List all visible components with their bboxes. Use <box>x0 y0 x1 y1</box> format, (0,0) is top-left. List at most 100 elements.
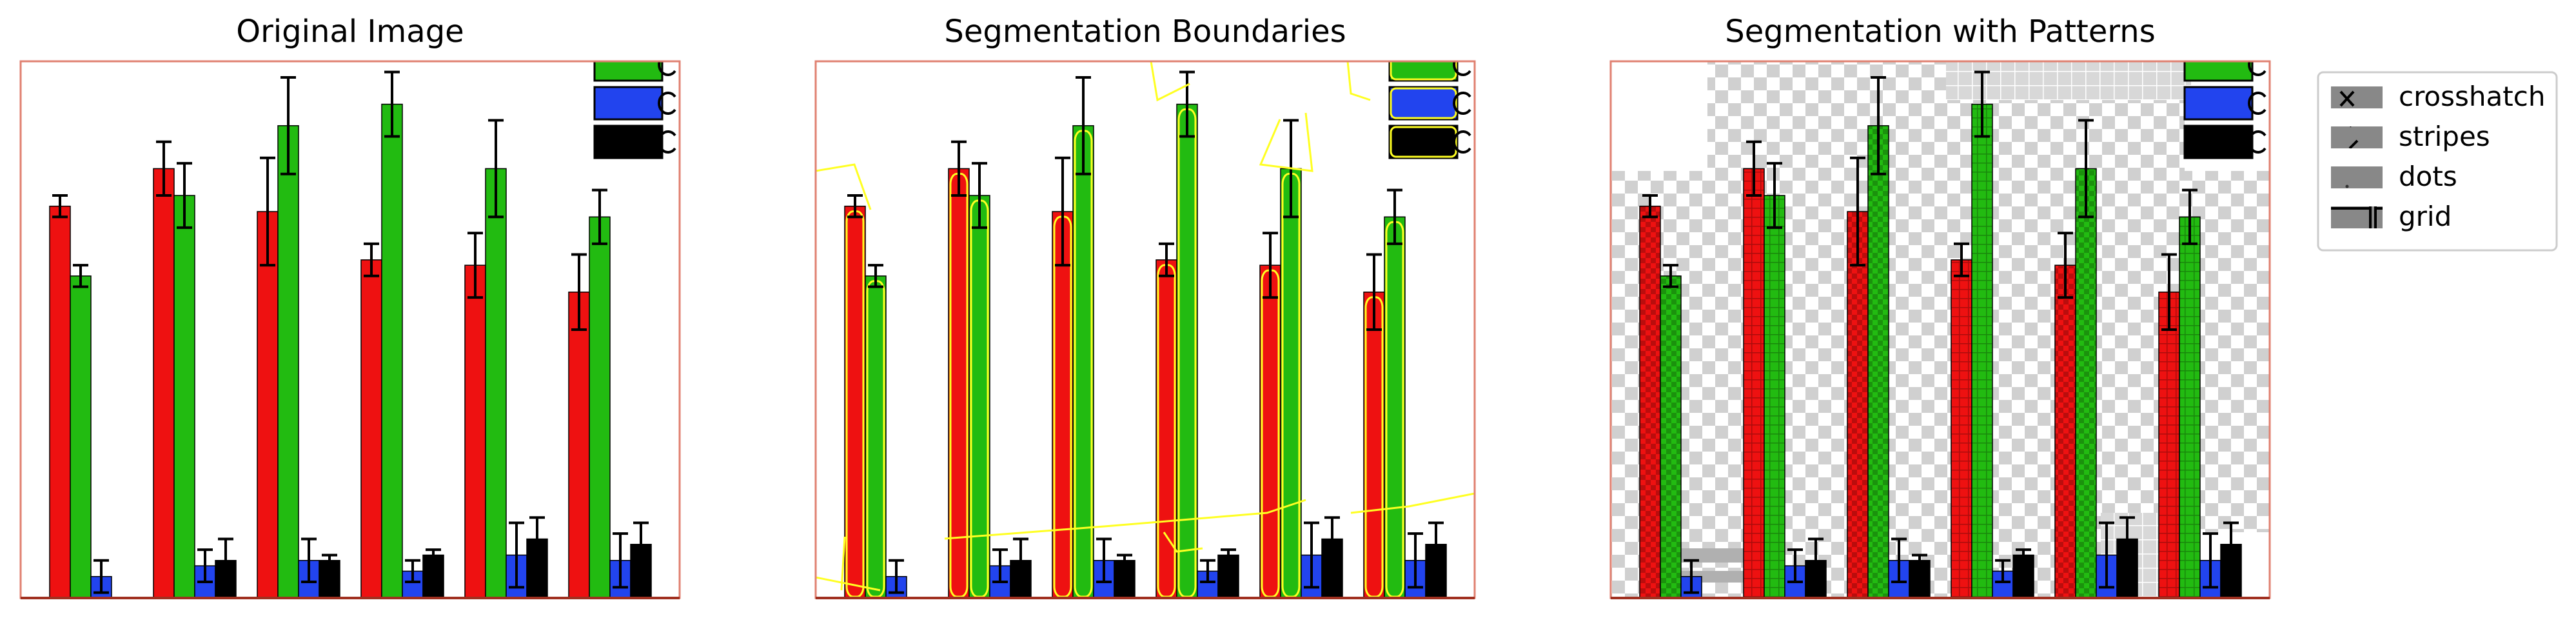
bar-red-4 <box>360 259 382 598</box>
bar-pattern <box>2179 217 2200 598</box>
segment-boundary <box>1390 87 1457 119</box>
segment-boundary <box>1150 61 1190 102</box>
bar-pattern <box>1640 206 1660 598</box>
panel-1: Original Image <box>19 14 681 599</box>
bar-green-4 <box>381 103 403 598</box>
legend-label-dots: dots <box>2399 161 2457 192</box>
bar-red-5 <box>464 264 486 598</box>
error-bar <box>1263 232 1278 299</box>
bar-pattern <box>1868 125 1889 598</box>
panel-title: Segmentation with Patterns <box>1725 14 2155 50</box>
error-bar <box>633 521 649 568</box>
error-bar <box>1746 140 1762 197</box>
legend-swatch-black <box>593 125 664 159</box>
legend-swatch-blue <box>593 86 664 121</box>
legend-label-clipped <box>2248 130 2266 154</box>
error-bar <box>2161 253 2177 331</box>
legend-label-clipped <box>658 130 676 154</box>
bar-red-2 <box>948 168 970 598</box>
error-bar <box>2016 548 2031 562</box>
error-bar <box>1159 242 1174 277</box>
bar-green-6 <box>1384 216 1406 598</box>
bar-red-1 <box>844 205 866 598</box>
legend-swatch-green <box>2183 61 2254 82</box>
error-bar <box>1387 188 1402 245</box>
bar-green-6 <box>589 216 611 598</box>
segment-boundary <box>816 576 881 592</box>
error-bar <box>1684 559 1699 594</box>
error-bar <box>405 559 420 584</box>
panels: Original Image Segmentation Boundaries Seg… <box>19 14 2271 599</box>
error-bar <box>93 559 109 594</box>
bar-pattern <box>1972 104 1992 598</box>
error-bar <box>592 188 607 245</box>
error-bar <box>2182 188 2197 245</box>
background-pattern <box>1707 61 2185 598</box>
error-bar <box>73 264 88 288</box>
error-bar <box>1912 553 1927 568</box>
error-bar <box>951 140 967 197</box>
segment-boundary <box>1350 492 1475 514</box>
bar-pattern <box>1951 259 1972 598</box>
legend-label-clipped <box>2248 92 2266 115</box>
error-bar <box>1221 548 1236 562</box>
error-bar <box>177 162 192 229</box>
bar-red-3 <box>257 211 279 598</box>
pattern-legend: crosshatch stripes dots grid <box>2317 71 2558 252</box>
legend-swatch-green <box>593 61 664 82</box>
error-bar <box>1408 532 1423 589</box>
bar-pattern <box>1847 211 1868 598</box>
error-bar <box>301 537 317 584</box>
legend-label-clipped <box>1453 92 1471 115</box>
error-bar <box>260 156 275 267</box>
bar-pattern <box>2055 265 2076 598</box>
error-bar <box>1055 156 1070 267</box>
legend-swatch-grid <box>2331 206 2383 228</box>
bar-red-3 <box>1052 211 1074 598</box>
error-bar <box>322 553 337 568</box>
legend-swatch-blue <box>2183 86 2254 121</box>
error-bar <box>1767 162 1782 229</box>
error-bar <box>992 548 1008 584</box>
bar-green-3 <box>1072 125 1094 598</box>
error-bar <box>1179 70 1195 138</box>
legend-swatch-black <box>2183 125 2254 159</box>
error-bar <box>1428 521 1444 568</box>
legend-label-clipped <box>658 92 676 115</box>
segment-boundary <box>1346 61 1371 101</box>
bar-green-2 <box>173 195 195 598</box>
panel-title: Original Image <box>236 14 464 50</box>
error-bar <box>364 242 379 277</box>
bar-pattern <box>1764 195 1785 598</box>
legend-label-clipped <box>2248 61 2266 76</box>
error-bar <box>2223 521 2239 568</box>
bar-pattern <box>1660 275 1681 598</box>
segment-boundary <box>1390 61 1457 81</box>
error-bar <box>426 548 441 562</box>
bar-red-6 <box>1363 292 1385 598</box>
error-bar <box>1787 548 1803 584</box>
legend-label-grid: grid <box>2399 201 2452 232</box>
bar-green-1 <box>865 275 887 598</box>
error-bar <box>52 194 68 219</box>
error-bar <box>972 162 987 229</box>
panel-2: Segmentation Boundaries <box>814 14 1476 599</box>
error-bar <box>488 119 504 219</box>
bar-green-3 <box>277 125 299 598</box>
plot-area <box>21 61 680 598</box>
legend-frame <box>2317 71 2558 252</box>
error-bar <box>2058 232 2073 299</box>
bar-pattern <box>2076 168 2096 598</box>
error-bar <box>571 253 587 331</box>
error-bar <box>1850 156 1865 267</box>
error-bar <box>1974 70 1990 138</box>
error-bar <box>2119 516 2135 562</box>
error-bar <box>1096 537 1112 584</box>
plot-area <box>1611 61 2270 598</box>
plot-area <box>816 61 1475 598</box>
bar-red-6 <box>568 292 590 598</box>
legend-label-clipped <box>658 61 676 76</box>
error-bar <box>1304 521 1319 589</box>
bar-red-5 <box>1259 264 1281 598</box>
